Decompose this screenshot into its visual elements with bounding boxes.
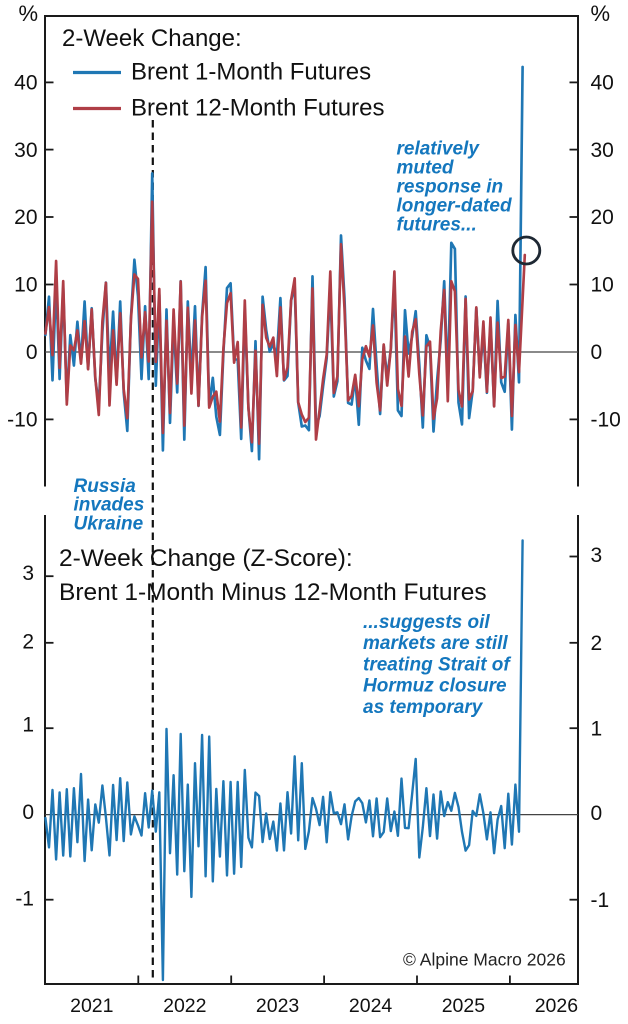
svg-text:3: 3	[591, 544, 603, 567]
svg-text:muted: muted	[397, 158, 454, 179]
svg-text:2-Week Change:: 2-Week Change:	[62, 25, 242, 52]
svg-text:0: 0	[26, 341, 38, 364]
svg-text:2021: 2021	[70, 995, 113, 1017]
svg-text:30: 30	[14, 139, 37, 162]
svg-text:2: 2	[22, 631, 34, 654]
svg-text:-1: -1	[591, 889, 610, 912]
svg-text:20: 20	[591, 206, 614, 229]
svg-text:as temporary: as temporary	[363, 697, 484, 718]
svg-text:%: %	[591, 1, 611, 26]
svg-text:2-Week Change (Z-Score):: 2-Week Change (Z-Score):	[59, 545, 353, 572]
svg-text:0: 0	[591, 802, 603, 825]
svg-text:Brent 1-Month Futures: Brent 1-Month Futures	[131, 59, 371, 86]
svg-text:...suggests oil: ...suggests oil	[363, 612, 490, 633]
svg-text:futures...: futures...	[397, 215, 477, 236]
svg-text:Russia: Russia	[74, 476, 137, 497]
svg-text:0: 0	[22, 801, 34, 824]
svg-text:20: 20	[14, 206, 37, 229]
svg-text:-10: -10	[591, 409, 621, 432]
svg-text:30: 30	[591, 139, 614, 162]
svg-text:longer-dated: longer-dated	[397, 196, 512, 217]
svg-text:2025: 2025	[442, 995, 486, 1017]
svg-text:Brent 12-Month Futures: Brent 12-Month Futures	[131, 95, 384, 122]
svg-text:invades: invades	[74, 495, 145, 516]
svg-text:treating Strait of: treating Strait of	[363, 654, 511, 675]
svg-text:1: 1	[591, 717, 603, 740]
svg-text:10: 10	[591, 274, 614, 297]
svg-text:© Alpine Macro 2026: © Alpine Macro 2026	[403, 950, 566, 970]
svg-text:Brent 1-Month Minus 12-Month F: Brent 1-Month Minus 12-Month Futures	[59, 579, 487, 606]
svg-text:Ukraine: Ukraine	[74, 514, 144, 535]
svg-text:2024: 2024	[349, 995, 393, 1017]
svg-text:markets are still: markets are still	[363, 633, 508, 654]
svg-text:relatively: relatively	[397, 139, 481, 160]
svg-text:-1: -1	[15, 888, 34, 911]
svg-text:0: 0	[591, 341, 603, 364]
svg-text:2026: 2026	[535, 995, 578, 1017]
svg-text:response in: response in	[397, 177, 504, 198]
svg-text:3: 3	[22, 562, 34, 585]
svg-text:2: 2	[591, 632, 603, 655]
svg-text:%: %	[18, 1, 38, 26]
svg-text:2023: 2023	[256, 995, 299, 1017]
svg-text:40: 40	[14, 72, 37, 95]
svg-text:40: 40	[591, 72, 614, 95]
svg-text:10: 10	[14, 274, 37, 297]
svg-text:Hormuz closure: Hormuz closure	[363, 676, 507, 697]
svg-text:-10: -10	[7, 409, 37, 432]
svg-text:1: 1	[22, 714, 34, 737]
svg-text:2022: 2022	[163, 995, 206, 1017]
